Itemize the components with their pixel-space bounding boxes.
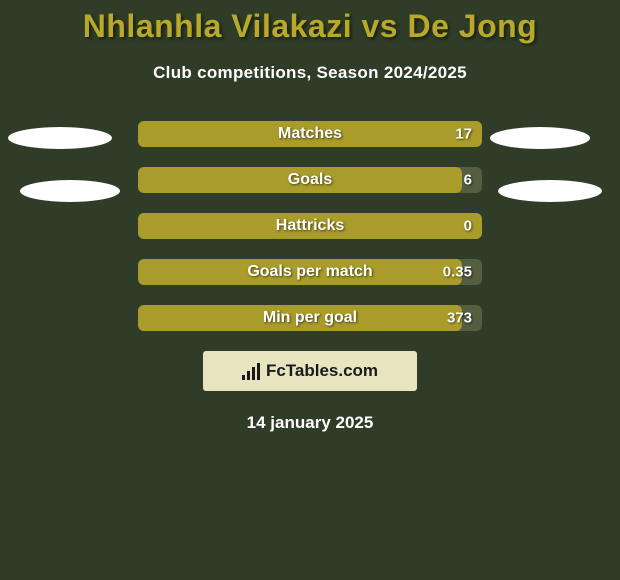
stat-value: 6	[464, 172, 472, 189]
stat-row: Min per goal 373	[138, 305, 482, 331]
stat-value: 0	[464, 218, 472, 235]
stats-block: Matches 17 Goals 6 Hattricks 0 Goals per match…	[138, 121, 482, 331]
stat-label: Goals per match	[247, 263, 372, 281]
stat-value: 0.35	[443, 264, 472, 281]
logo-text: FcTables.com	[266, 361, 378, 381]
logo-bar	[252, 367, 255, 380]
stat-row: Matches 17	[138, 121, 482, 147]
stat-value: 17	[455, 126, 472, 143]
date-label: 14 january 2025	[0, 413, 620, 433]
stat-value: 373	[447, 310, 472, 327]
logo-bars-icon	[242, 362, 260, 380]
decorative-ellipse	[490, 127, 590, 149]
stat-label: Hattricks	[276, 217, 344, 235]
comparison-card: Nhlanhla Vilakazi vs De Jong Club compet…	[0, 0, 620, 580]
stat-label: Min per goal	[263, 309, 357, 327]
decorative-ellipse	[20, 180, 120, 202]
stat-row: Goals per match 0.35	[138, 259, 482, 285]
logo-bar	[247, 371, 250, 380]
logo-bar	[242, 375, 245, 380]
logo-bar	[257, 363, 260, 380]
decorative-ellipse	[8, 127, 112, 149]
stat-label: Goals	[288, 171, 332, 189]
decorative-ellipse	[498, 180, 602, 202]
stat-row: Hattricks 0	[138, 213, 482, 239]
source-logo: FcTables.com	[203, 351, 417, 391]
subtitle: Club competitions, Season 2024/2025	[0, 63, 620, 83]
stat-row: Goals 6	[138, 167, 482, 193]
page-title: Nhlanhla Vilakazi vs De Jong	[0, 8, 620, 45]
stat-label: Matches	[278, 125, 342, 143]
